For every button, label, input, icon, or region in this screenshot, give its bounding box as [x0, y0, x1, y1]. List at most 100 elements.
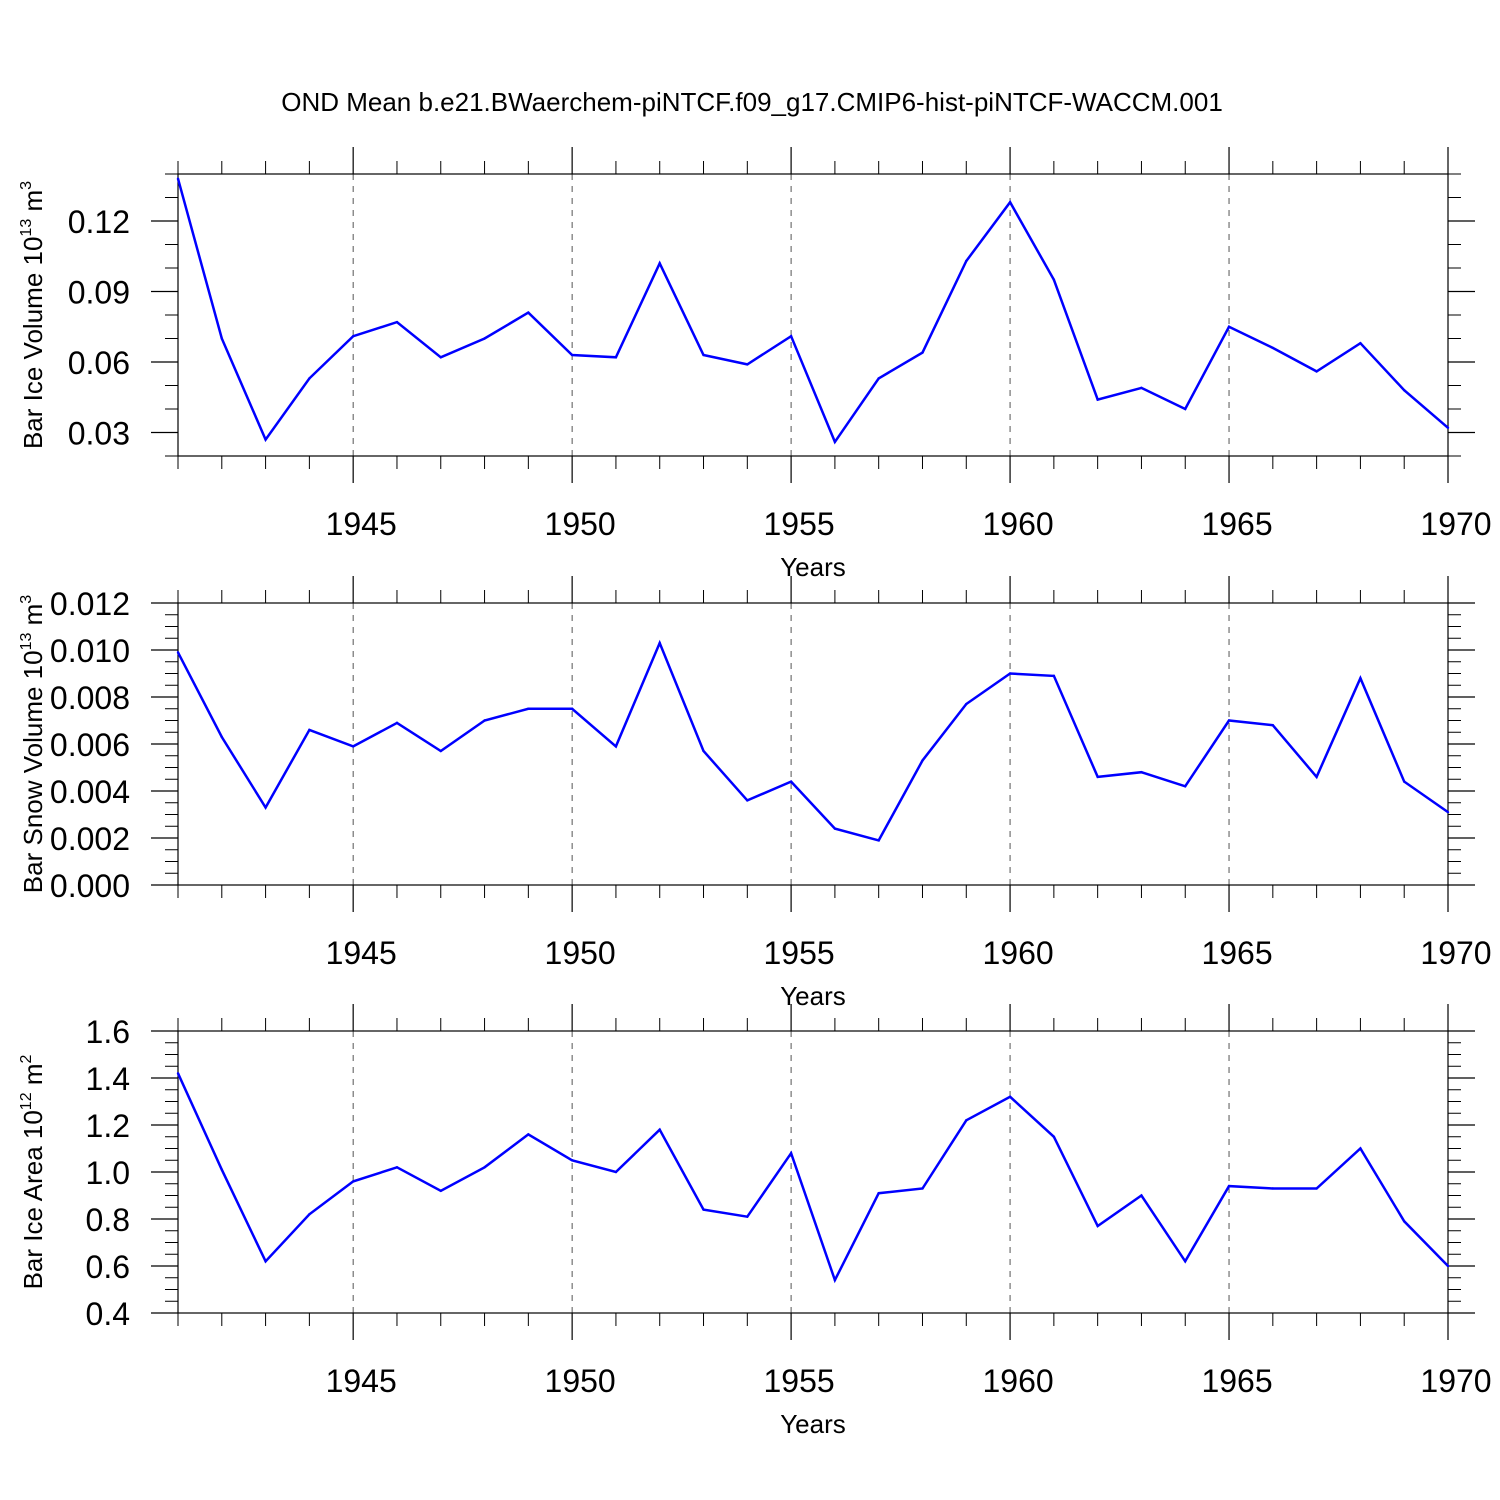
- y-tick-label: 0.000: [50, 868, 130, 904]
- data-point: [1446, 426, 1450, 429]
- data-point: [264, 1260, 267, 1263]
- x-tick-label: 1955: [764, 506, 835, 542]
- data-point: [1140, 1194, 1143, 1197]
- data-point: [965, 1119, 968, 1122]
- x-tick-label: 1950: [545, 935, 616, 971]
- x-tick-label: 1955: [764, 935, 835, 971]
- data-point: [658, 641, 661, 645]
- series-line: [176, 1072, 1449, 1284]
- data-point: [351, 745, 355, 748]
- y-tick-label: 0.4: [86, 1296, 130, 1332]
- y-tick-label: 0.8: [86, 1202, 130, 1238]
- data-point: [1008, 672, 1012, 675]
- y-tick-label: 0.6: [86, 1249, 130, 1285]
- data-point: [1446, 810, 1450, 814]
- x-axis-label: Years: [780, 1409, 846, 1439]
- data-point: [1359, 677, 1362, 680]
- x-tick-label: 1965: [1201, 506, 1272, 542]
- data-point: [308, 377, 311, 380]
- data-point: [789, 780, 793, 783]
- y-axis-label-text: Bar Ice Area 10: [18, 1110, 48, 1289]
- y-axis-label-text: Bar Snow Volume 10: [18, 650, 48, 893]
- x-tick-label: 1965: [1201, 1363, 1272, 1399]
- data-point: [702, 1208, 705, 1211]
- y-axis-label-text: Bar Ice Volume 10: [18, 237, 48, 449]
- data-point: [570, 1159, 574, 1162]
- data-point: [833, 1278, 837, 1282]
- y-tick-label: 1.6: [86, 1014, 130, 1050]
- data-point: [1184, 785, 1187, 788]
- data-point: [395, 1166, 399, 1169]
- y-axis-label-unit-exponent: 2: [18, 1054, 35, 1063]
- x-tick-label: 1955: [764, 1363, 835, 1399]
- data-point: [176, 1072, 180, 1075]
- data-point: [1271, 1187, 1275, 1190]
- data-point: [921, 759, 924, 762]
- data-point: [483, 1166, 486, 1169]
- series-line: [176, 639, 1449, 842]
- x-tick-label: 1960: [982, 506, 1053, 542]
- data-point: [614, 1170, 618, 1174]
- data-point: [746, 363, 749, 366]
- y-tick-label: 0.006: [50, 727, 130, 763]
- series-line: [176, 178, 1449, 445]
- chart-panel-ice-area: 1945 1950 1955 1960 1965 1970 Years 0.4 0.6 0.8 1.…: [18, 1004, 1492, 1439]
- data-point: [746, 799, 749, 802]
- data-point: [351, 1180, 355, 1183]
- data-point: [1315, 370, 1318, 373]
- data-point: [1184, 407, 1187, 411]
- x-tick-label: 1950: [545, 506, 616, 542]
- data-point: [1446, 1264, 1450, 1268]
- y-tick-label: 0.09: [68, 275, 130, 311]
- data-point: [527, 1133, 530, 1136]
- x-tick-label: 1945: [326, 506, 397, 542]
- data-point: [1140, 771, 1143, 774]
- data-point: [965, 702, 968, 706]
- data-point: [1403, 1220, 1406, 1223]
- data-point: [439, 1189, 442, 1193]
- data-point: [1052, 674, 1056, 678]
- y-axis-label-unit-exponent: 3: [18, 181, 35, 190]
- data-point: [1184, 1260, 1187, 1263]
- data-point: [176, 651, 180, 654]
- data-point: [176, 177, 180, 180]
- data-point: [439, 749, 442, 753]
- data-point: [1227, 719, 1231, 722]
- data-point: [614, 745, 618, 748]
- y-axis-label: Bar Ice Area 1012 m2: [18, 1054, 48, 1289]
- data-point: [1052, 1135, 1056, 1138]
- data-point: [1096, 398, 1099, 401]
- data-point: [308, 728, 311, 732]
- data-point: [1359, 342, 1362, 345]
- data-point: [1227, 325, 1231, 328]
- data-point: [1140, 386, 1143, 390]
- data-point: [1271, 346, 1275, 350]
- data-point: [527, 311, 530, 314]
- data-point: [877, 1191, 880, 1195]
- y-axis-label-exponent: 12: [18, 1092, 35, 1110]
- y-axis-label-unit: m: [18, 604, 48, 633]
- x-tick-label: 1970: [1420, 1363, 1491, 1399]
- data-point: [264, 438, 267, 441]
- y-tick-label: 0.06: [68, 345, 130, 381]
- y-axis-label: Bar Ice Volume 1013 m3: [18, 181, 48, 449]
- data-point: [1315, 1187, 1318, 1190]
- y-tick-label: 0.004: [50, 774, 130, 810]
- y-axis-label-exponent: 13: [18, 219, 35, 237]
- chart-panel-ice-volume: 1945 1950 1955 1960 1965 1970 Years 0.03 0.06 0.0…: [18, 147, 1492, 582]
- x-axis-label: Years: [780, 981, 846, 1011]
- data-point: [1271, 724, 1275, 727]
- x-tick-label: 1970: [1420, 506, 1491, 542]
- x-tick-label: 1960: [982, 935, 1053, 971]
- data-point: [921, 351, 924, 354]
- data-point: [1096, 775, 1099, 779]
- x-tick-label: 1960: [982, 1363, 1053, 1399]
- x-tick-label: 1950: [545, 1363, 616, 1399]
- data-point: [527, 707, 530, 710]
- data-point: [570, 353, 574, 357]
- data-point: [439, 356, 442, 359]
- panels: 1945 1950 1955 1960 1965 1970 Years 0.03 0.06 0.0…: [18, 147, 1492, 1439]
- y-tick-label: 0.12: [68, 204, 130, 240]
